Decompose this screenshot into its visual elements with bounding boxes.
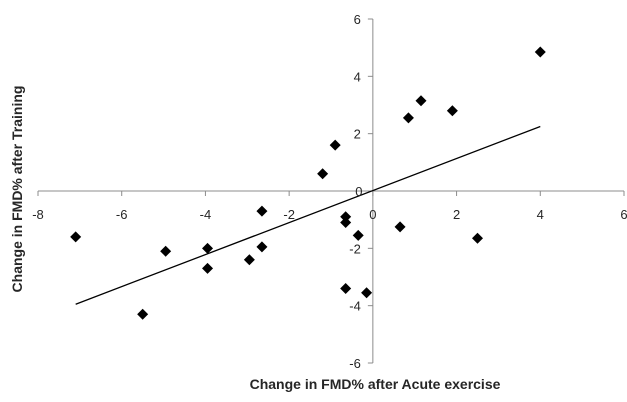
- data-point: [352, 229, 364, 241]
- y-tick-label: 4: [354, 69, 361, 84]
- y-tick-labels: -6 -4 -2 0 2 4 6: [349, 12, 362, 371]
- data-point: [534, 46, 546, 58]
- x-tick-label: -2: [283, 207, 295, 222]
- trendline-group: [75, 125, 541, 305]
- y-tick-label: -6: [349, 356, 361, 371]
- data-point: [256, 205, 268, 217]
- data-point: [329, 139, 341, 151]
- data-point: [340, 217, 352, 229]
- data-point: [256, 241, 268, 253]
- x-tick-label: 2: [453, 207, 460, 222]
- data-points: [70, 46, 546, 320]
- axes: [37, 18, 625, 364]
- data-point: [394, 221, 406, 233]
- y-tick-label: 0: [355, 184, 362, 199]
- data-point: [317, 168, 329, 180]
- y-tick-label: -4: [349, 299, 361, 314]
- data-point: [160, 245, 172, 257]
- data-point: [361, 287, 373, 299]
- data-point: [402, 112, 414, 124]
- x-axis-title: Change in FMD% after Acute exercise: [250, 376, 501, 392]
- data-point: [340, 211, 352, 223]
- data-point: [137, 308, 149, 320]
- x-tick-label: 0: [369, 207, 376, 222]
- data-point: [202, 242, 214, 254]
- y-axis-title: Change in FMD% after Training: [9, 86, 25, 293]
- x-tick-label: -8: [32, 207, 44, 222]
- data-point: [472, 232, 483, 244]
- trendline: [75, 125, 541, 305]
- data-point: [415, 95, 427, 107]
- x-tick-label: -4: [200, 207, 212, 222]
- y-tick-label: -2: [349, 241, 361, 256]
- y-tick-label: 2: [354, 127, 361, 142]
- data-point: [446, 105, 458, 117]
- y-tick-label: 6: [354, 12, 361, 27]
- data-point: [243, 254, 255, 266]
- x-tick-label: -6: [116, 207, 128, 222]
- x-tick-labels: -8 -6 -4 -2 0 2 4 6: [32, 207, 627, 222]
- x-tick-label: 4: [537, 207, 544, 222]
- data-point: [70, 231, 82, 243]
- data-point: [340, 282, 352, 294]
- data-point: [202, 262, 214, 274]
- x-tick-label: 6: [620, 207, 627, 222]
